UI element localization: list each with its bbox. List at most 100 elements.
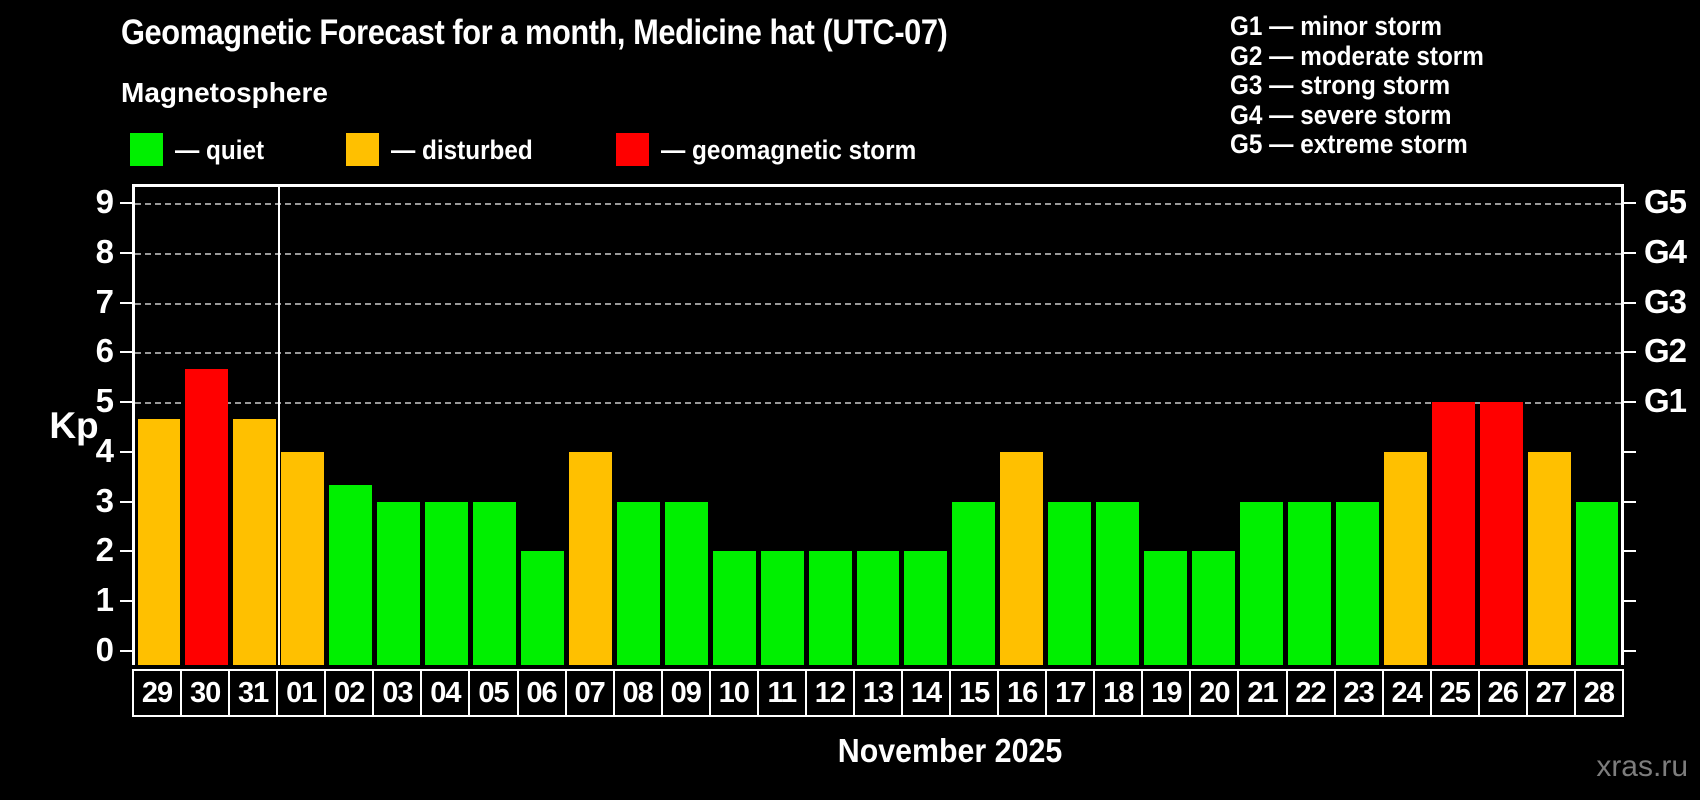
kp-bar	[473, 501, 516, 665]
y-tick-right	[1624, 401, 1636, 404]
day-label: 07	[564, 669, 615, 717]
gridline-g2	[135, 352, 1621, 355]
y-tick-right	[1624, 301, 1636, 304]
kp-bar	[760, 551, 804, 665]
kp-bar	[664, 501, 708, 665]
day-label: 17	[1045, 669, 1096, 717]
gridline-g1	[135, 402, 1621, 405]
y-tick-left	[120, 401, 132, 404]
g-tick-label: G5	[1644, 182, 1687, 220]
g-tick-label: G4	[1644, 232, 1687, 270]
month-separator	[277, 187, 280, 665]
gridline-g5	[135, 202, 1621, 205]
day-label: 24	[1381, 669, 1432, 717]
disturbed-swatch	[346, 133, 379, 166]
y-tick-right	[1624, 251, 1636, 254]
gridline-g4	[135, 252, 1621, 255]
day-label: 27	[1525, 669, 1576, 717]
month-label: November 2025	[837, 732, 1063, 769]
y-tick-right	[1624, 550, 1636, 553]
legend-label: — quiet	[175, 135, 265, 165]
kp-bar	[904, 551, 948, 665]
y-tick-left	[120, 251, 132, 254]
day-label: 12	[804, 669, 855, 717]
day-label: 05	[468, 669, 519, 717]
y-tick-right	[1624, 450, 1636, 453]
day-label: 29	[132, 669, 183, 717]
day-label: 06	[516, 669, 567, 717]
kp-bar	[1479, 402, 1523, 665]
day-label: 14	[901, 669, 952, 717]
g-legend-g5: G5 — extreme storm	[1230, 129, 1468, 160]
chart-title: Geomagnetic Forecast for a month, Medici…	[121, 13, 948, 52]
kp-bar	[1431, 402, 1475, 665]
y-tick-left	[120, 600, 132, 603]
y-tick-label: 5	[95, 382, 114, 420]
g-legend-g3: G3 — strong storm	[1230, 70, 1451, 101]
day-label: 21	[1237, 669, 1288, 717]
kp-bar	[425, 501, 469, 665]
storm-swatch	[616, 133, 649, 166]
kp-bar	[1287, 501, 1331, 665]
day-label: 15	[949, 669, 1000, 717]
kp-bar	[1048, 501, 1092, 665]
y-tick-right	[1624, 650, 1636, 652]
g-scale-legend: G1 — minor storm G2 — moderate storm G3 — …	[1230, 11, 1512, 160]
kp-bar	[1240, 501, 1283, 665]
y-tick-label: 6	[95, 332, 114, 370]
y-tick-right	[1624, 600, 1636, 603]
kp-bar	[520, 551, 564, 665]
day-label: 23	[1333, 669, 1384, 717]
y-tick-right	[1624, 201, 1636, 204]
g-legend-g1: G1 — minor storm	[1230, 11, 1442, 41]
kp-bar	[1527, 451, 1571, 665]
kp-bar	[233, 418, 277, 665]
y-tick-right	[1624, 351, 1636, 354]
plot-area	[132, 184, 1624, 665]
day-label: 26	[1477, 669, 1528, 717]
day-label: 19	[1141, 669, 1192, 717]
y-tick-left	[120, 650, 132, 652]
day-label: 01	[276, 669, 327, 717]
y-tick-label: 3	[95, 481, 114, 519]
kp-bar	[568, 451, 612, 665]
chart-subtitle: Magnetosphere	[121, 77, 328, 108]
y-tick-right	[1624, 500, 1636, 503]
legend-label: — disturbed	[391, 135, 533, 165]
y-tick-left	[120, 450, 132, 453]
y-tick-label: 2	[95, 531, 114, 569]
kp-bar	[1383, 451, 1427, 665]
day-label: 31	[228, 669, 279, 717]
y-tick-left	[120, 500, 132, 503]
kp-bar	[185, 368, 229, 665]
y-tick-left	[120, 351, 132, 354]
kp-bar	[808, 551, 852, 665]
kp-bar	[616, 501, 660, 665]
y-axis-label: Kp	[49, 405, 99, 446]
g-tick-label: G1	[1644, 382, 1687, 420]
day-label: 30	[180, 669, 231, 717]
kp-bar	[1144, 551, 1188, 665]
day-label: 02	[324, 669, 375, 717]
day-label: 04	[420, 669, 471, 717]
y-tick-label: 9	[95, 182, 114, 220]
day-label: 08	[612, 669, 663, 717]
kp-bar	[1000, 451, 1044, 665]
kp-bar	[1335, 501, 1379, 665]
day-label: 16	[997, 669, 1048, 717]
g-legend-g2: G2 — moderate storm	[1230, 40, 1484, 71]
day-label: 03	[372, 669, 423, 717]
kp-bar	[712, 551, 756, 665]
day-label: 18	[1093, 669, 1144, 717]
day-label: 22	[1285, 669, 1336, 717]
g-legend-g4: G4 — severe storm	[1230, 99, 1452, 130]
kp-bar	[1096, 501, 1140, 665]
legend-label: — geomagnetic storm	[661, 135, 917, 165]
quiet-swatch	[130, 133, 163, 166]
day-label: 11	[756, 669, 807, 717]
kp-bar	[1575, 501, 1619, 665]
day-label: 09	[660, 669, 711, 717]
gridline-g3	[135, 302, 1621, 305]
y-tick-label: 1	[95, 581, 114, 619]
